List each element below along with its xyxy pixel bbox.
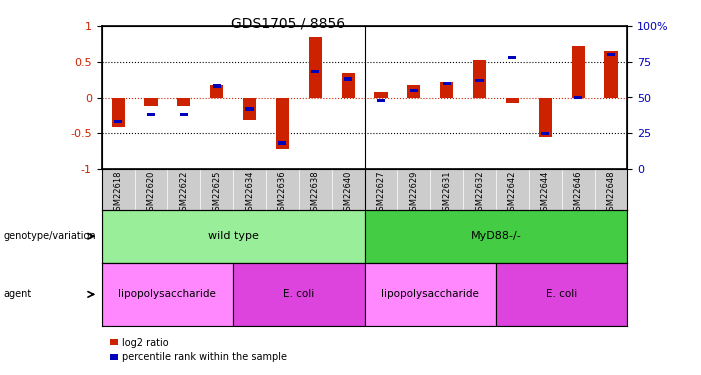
Bar [541, 132, 550, 135]
Text: GSM22642: GSM22642 [508, 171, 517, 216]
Bar [442, 82, 451, 85]
Bar [508, 56, 517, 59]
Bar [114, 120, 122, 123]
Bar [377, 99, 385, 102]
Text: genotype/variation: genotype/variation [4, 231, 96, 241]
Bar [275, 98, 289, 149]
Bar [365, 210, 627, 262]
Text: GSM22644: GSM22644 [540, 171, 550, 216]
Bar [574, 96, 583, 99]
Bar [179, 113, 188, 116]
Bar [212, 84, 221, 88]
Bar [538, 98, 552, 137]
Bar [144, 98, 158, 106]
Bar [210, 85, 223, 98]
Text: GSM22640: GSM22640 [343, 171, 353, 216]
Bar [102, 210, 365, 262]
Bar [473, 60, 486, 98]
Text: lipopolysaccharide: lipopolysaccharide [118, 290, 217, 299]
Bar [245, 107, 254, 111]
Text: GDS1705 / 8856: GDS1705 / 8856 [231, 17, 346, 31]
Bar [475, 79, 484, 82]
Text: agent: agent [4, 290, 32, 299]
Text: GSM22636: GSM22636 [278, 171, 287, 216]
Bar [496, 262, 627, 326]
Bar [344, 77, 352, 81]
Text: GSM22618: GSM22618 [114, 171, 123, 216]
Bar [374, 92, 388, 98]
Bar [506, 98, 519, 103]
Bar [409, 89, 418, 92]
Text: GSM22629: GSM22629 [409, 171, 418, 216]
Text: GSM22622: GSM22622 [179, 171, 189, 216]
Bar [407, 85, 421, 98]
Bar [311, 70, 320, 74]
Bar [233, 262, 365, 326]
Text: E. coli: E. coli [546, 290, 578, 299]
Text: GSM22638: GSM22638 [311, 171, 320, 216]
Bar [147, 113, 155, 116]
Bar [243, 98, 256, 120]
Text: GSM22648: GSM22648 [606, 171, 615, 216]
Text: GSM22646: GSM22646 [573, 171, 583, 216]
Bar [111, 98, 125, 128]
Text: MyD88-/-: MyD88-/- [470, 231, 522, 241]
Bar [365, 262, 496, 326]
Bar [102, 262, 233, 326]
Text: lipopolysaccharide: lipopolysaccharide [381, 290, 479, 299]
Bar [604, 51, 618, 98]
Text: GSM22627: GSM22627 [376, 171, 386, 216]
Bar [571, 46, 585, 98]
Bar [177, 98, 191, 106]
Text: GSM22634: GSM22634 [245, 171, 254, 216]
Text: GSM22620: GSM22620 [147, 171, 156, 216]
Bar [607, 53, 615, 56]
Text: wild type: wild type [207, 231, 259, 241]
Text: GSM22632: GSM22632 [475, 171, 484, 216]
Text: GSM22631: GSM22631 [442, 171, 451, 216]
Bar [341, 73, 355, 98]
Legend: log2 ratio, percentile rank within the sample: log2 ratio, percentile rank within the s… [107, 334, 291, 366]
Bar [278, 141, 287, 145]
Bar [308, 37, 322, 98]
Text: E. coli: E. coli [283, 290, 315, 299]
Bar [440, 82, 454, 98]
Text: GSM22625: GSM22625 [212, 171, 221, 216]
